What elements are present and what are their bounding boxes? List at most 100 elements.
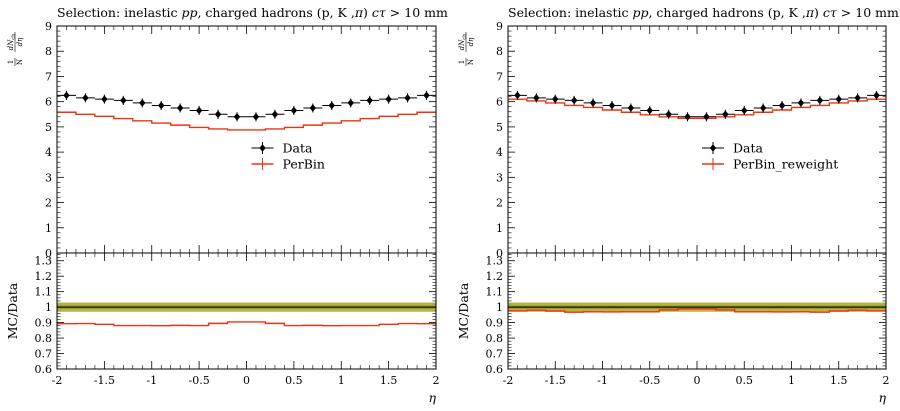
data-point-marker [703,113,710,121]
data-point-marker [570,96,578,105]
y-label-dN: dNch [458,33,468,50]
x-axis-label: η [879,390,887,405]
data-point-marker [347,99,354,107]
ratio-plot-frame [507,252,887,370]
data-point-marker [214,110,222,119]
data-point-marker [722,110,729,119]
x-tick-label: 2 [433,374,440,387]
x-tick-label: 0 [243,374,250,387]
y-tick-label: 6 [496,96,503,109]
main-plot-frame [56,25,437,254]
y-label-ch: ch [11,33,17,40]
y-tick-label: 4 [45,146,52,159]
data-point-marker [759,104,767,112]
data-point-marker [665,110,672,119]
data-point-marker [195,106,203,115]
x-tick-label: 1.5 [380,374,398,387]
title-text: Selection: inelastic [57,5,181,20]
ratio-axis-label: MC/Data [456,282,471,339]
y-label-N: N [467,59,475,65]
ratio-tick-label: 1.2 [35,270,53,283]
ratio-tick-label: 0.6 [486,363,504,376]
y-label-dN: dNch [7,33,17,50]
mc-histogram-line [508,98,886,120]
data-point-marker [552,95,559,103]
title-text: , charged hadrons (p, K , [197,5,354,20]
y-label-one: 1 [7,60,15,64]
y-label-dN-text: dN [458,39,466,50]
x-tick-label: 0.5 [285,374,303,387]
data-point-marker [271,110,279,119]
y-label-deta: dη [467,37,475,46]
ratio-tick-label: 0.8 [35,332,53,345]
y-tick-label: 7 [496,70,503,83]
data-point-marker [82,94,89,102]
y-tick-label: 6 [45,96,52,109]
x-tick-label: -1.5 [94,374,115,387]
data-point-marker [514,91,521,100]
data-point-marker [627,104,635,112]
ratio-tick-label: 0.9 [486,317,504,330]
data-point-marker [120,96,127,105]
data-point-marker [646,106,653,115]
y-tick-label: 1 [496,222,503,235]
y-label-deta: dη [16,37,24,46]
legend-data-marker [259,144,266,152]
main-plot-frame [507,25,887,254]
data-point-marker [533,94,540,102]
mc-histogram-line [57,111,436,131]
data-point-marker [101,95,108,103]
x-tick-label: -0.5 [189,374,210,387]
legend-data-label: Data [283,141,313,156]
data-point-marker [176,104,184,112]
ratio-tick-label: 1.2 [486,270,504,283]
x-tick-label: -1.5 [545,374,566,387]
title-text: > 10 mm [386,5,448,20]
y-tick-label: 8 [496,45,503,58]
title-text: ) [363,5,372,20]
y-tick-label: 2 [45,197,52,210]
title-ctau: cτ [823,5,838,20]
chart-panel-2: Selection: inelastic pp, charged hadrons… [456,5,899,405]
title-pi: π [354,5,364,20]
data-point-marker [63,91,70,100]
ratio-y-label: MC/Data [5,282,20,339]
x-tick-label: -0.5 [639,374,660,387]
ratio-y-label: MC/Data [456,282,471,339]
legend-data-label: Data [733,141,763,156]
chart-panel-1: Selection: inelastic pp, charged hadrons… [5,5,448,405]
ratio-tick-label: 1.1 [486,286,504,299]
ratio-tick-label: 0.7 [35,348,53,361]
chart-title: Selection: inelastic pp, charged hadrons… [508,5,899,20]
data-point-marker [854,94,861,102]
data-point-marker [873,91,880,100]
title-pp: pp [632,5,648,20]
ratio-tick-label: 0.6 [35,363,53,376]
data-point-marker [328,101,335,110]
ratio-tick-label: 1.3 [486,255,504,268]
data-point-marker [139,99,146,107]
ratio-tick-label: 1 [45,301,52,314]
y-tick-label: 5 [45,121,52,134]
data-point-marker [404,94,411,102]
data-point-marker [684,113,691,121]
ratio-tick-label: 0.8 [486,332,504,345]
y-label-dN-text: dN [7,39,15,50]
data-point-marker [158,101,165,110]
ratio-tick-label: 0.9 [35,317,53,330]
y-tick-label: 0 [496,247,503,260]
title-ctau: cτ [372,5,387,20]
title-text: Selection: inelastic [508,5,632,20]
ratio-tick-label: 1 [496,301,503,314]
y-tick-label: 8 [45,45,52,58]
title-pp: pp [181,5,197,20]
mc-ratio-line [508,308,886,313]
y-tick-label: 7 [45,70,52,83]
data-point-marker [290,106,298,115]
data-point-marker [797,99,805,107]
data-point-marker [778,101,786,110]
x-tick-label: 1 [788,374,795,387]
x-tick-label: 0.5 [736,374,754,387]
ratio-tick-label: 1.3 [35,255,53,268]
x-tick-label: -2 [52,374,63,387]
